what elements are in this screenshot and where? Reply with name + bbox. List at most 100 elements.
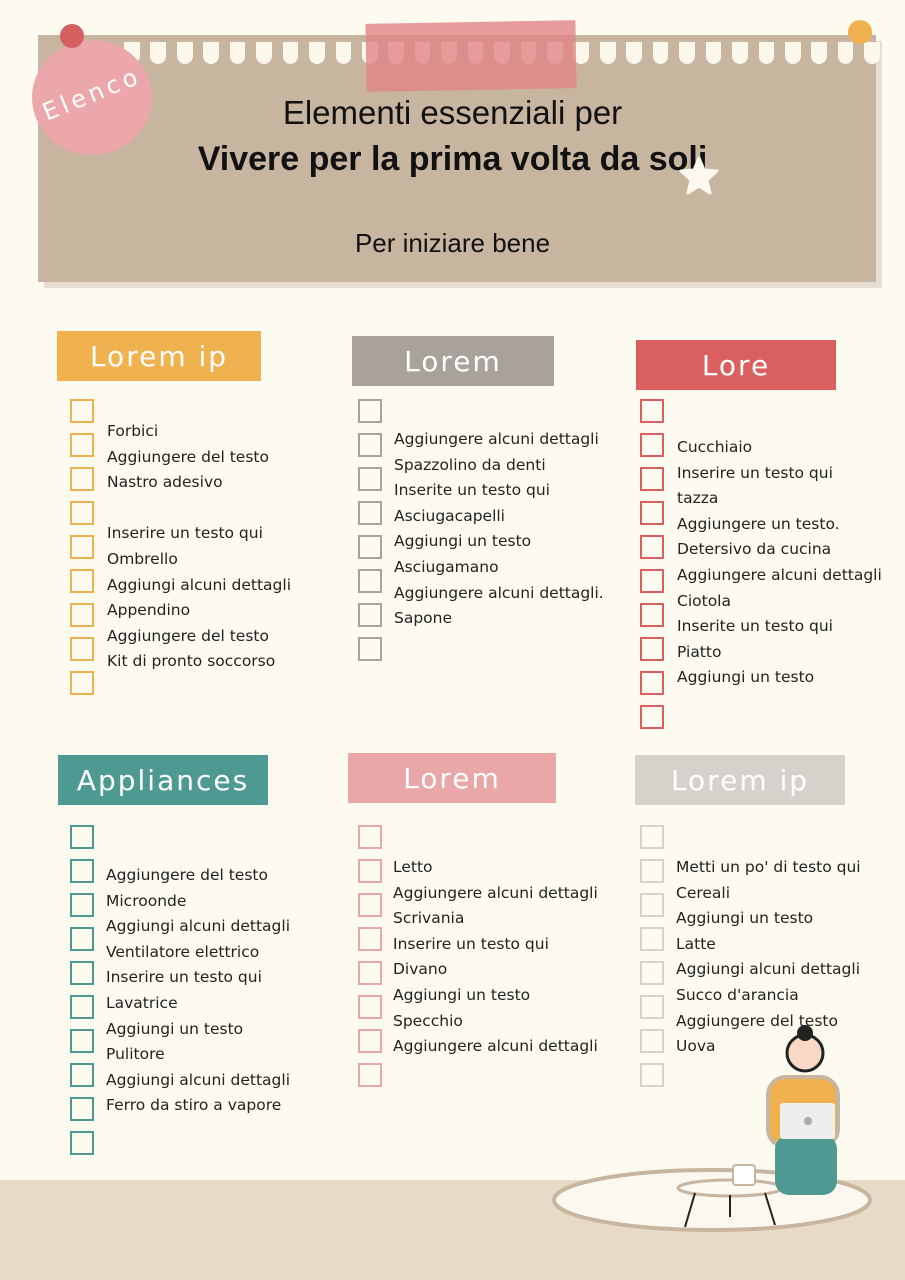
checkbox[interactable] xyxy=(640,1063,664,1087)
checkbox[interactable] xyxy=(640,569,664,593)
checkbox[interactable] xyxy=(358,399,382,423)
hole xyxy=(282,42,299,64)
checklist-item: Divano xyxy=(393,960,448,979)
hole xyxy=(150,42,167,64)
checkbox[interactable] xyxy=(358,995,382,1019)
checkbox[interactable] xyxy=(70,501,94,525)
checkbox[interactable] xyxy=(640,399,664,423)
checkbox[interactable] xyxy=(640,467,664,491)
pin-icon xyxy=(848,20,872,44)
checklist-item: Inserite un testo qui xyxy=(394,481,550,500)
checklist-item: Forbici xyxy=(107,422,159,440)
pin-icon xyxy=(60,24,84,48)
checklist-item: Aggiungi alcuni dettagli xyxy=(106,917,290,936)
hole xyxy=(256,42,272,64)
checkbox[interactable] xyxy=(70,859,94,883)
checklist-item: Inserire un testo qui xyxy=(106,968,262,987)
checkbox[interactable] xyxy=(640,995,664,1019)
person-with-laptop-illustration xyxy=(552,1025,872,1232)
checkbox[interactable] xyxy=(640,859,664,883)
checkbox[interactable] xyxy=(70,399,94,423)
hole xyxy=(784,42,801,64)
checkbox[interactable] xyxy=(358,433,382,457)
checkbox[interactable] xyxy=(640,705,664,729)
checklist-item: Cereali xyxy=(676,883,731,902)
checkbox[interactable] xyxy=(358,825,382,849)
checklist-item: Asciugamano xyxy=(394,558,499,576)
checklist-item: Asciugacapelli xyxy=(394,506,505,525)
checklist-item: Nastro adesivo xyxy=(107,473,223,492)
checkbox[interactable] xyxy=(70,995,94,1019)
checklist-item: Aggiungere alcuni dettagli xyxy=(677,566,882,584)
checkbox[interactable] xyxy=(70,671,94,695)
checkbox[interactable] xyxy=(70,433,94,457)
checkbox[interactable] xyxy=(70,927,94,951)
checkbox[interactable] xyxy=(640,961,664,985)
checkbox[interactable] xyxy=(640,893,664,917)
checkbox[interactable] xyxy=(70,1063,94,1087)
checklist-item: Inserite un testo qui xyxy=(677,617,833,636)
checkbox[interactable] xyxy=(70,961,94,985)
checkbox[interactable] xyxy=(358,1029,382,1053)
hole xyxy=(679,42,695,64)
checkbox[interactable] xyxy=(358,859,382,883)
checkbox[interactable] xyxy=(70,569,94,593)
checkbox[interactable] xyxy=(358,1063,382,1087)
checkbox[interactable] xyxy=(640,637,664,661)
checkbox[interactable] xyxy=(358,927,382,951)
hole xyxy=(837,42,854,64)
checklist-item: Aggiungi un testo xyxy=(393,986,531,1004)
checkbox[interactable] xyxy=(70,893,94,917)
checklist-item: Aggiungere del testo xyxy=(676,1011,838,1030)
checkbox[interactable] xyxy=(640,433,664,457)
checklist-item: Aggiungi un testo xyxy=(106,1019,244,1038)
section-label: Lorem xyxy=(348,753,556,803)
hole xyxy=(176,42,193,64)
section-label: Lorem ip xyxy=(635,755,845,805)
elenco-badge: Elenco xyxy=(32,40,152,155)
checklist-item: Aggiungere alcuni dettagli xyxy=(393,883,598,902)
checkbox[interactable] xyxy=(70,825,94,849)
title-line1: Elementi essenziali per xyxy=(282,94,623,131)
checkbox[interactable] xyxy=(70,467,94,491)
checkbox[interactable] xyxy=(358,637,382,661)
checklist-item: Pulitore xyxy=(106,1045,165,1064)
star-icon xyxy=(679,156,719,195)
checkbox[interactable] xyxy=(358,603,382,627)
checkbox[interactable] xyxy=(70,1029,94,1053)
title-main: Vivere per la prima volta da soli xyxy=(197,140,708,178)
checkbox[interactable] xyxy=(358,501,382,525)
checkbox[interactable] xyxy=(640,603,664,627)
checkbox[interactable] xyxy=(640,825,664,849)
checkbox[interactable] xyxy=(358,535,382,559)
checkbox[interactable] xyxy=(640,927,664,951)
checklist-item: Aggiungi alcuni dettagli xyxy=(106,1070,290,1089)
checkbox[interactable] xyxy=(358,467,382,491)
hole xyxy=(758,42,775,64)
hole xyxy=(573,42,590,64)
checklist-item: Uova xyxy=(676,1037,716,1056)
checkbox[interactable] xyxy=(70,535,94,559)
checkbox[interactable] xyxy=(70,1131,94,1155)
checkbox[interactable] xyxy=(640,1029,664,1053)
checklist-item: Kit di pronto soccorso xyxy=(107,652,276,671)
checkbox[interactable] xyxy=(358,569,382,593)
checkbox[interactable] xyxy=(358,961,382,985)
checkbox[interactable] xyxy=(640,501,664,525)
checklist-item: Inserire un testo qui xyxy=(677,463,833,482)
checklist-item: Inserire un testo qui xyxy=(393,934,549,953)
checklist-item: Ciotola xyxy=(677,591,731,610)
checkbox[interactable] xyxy=(70,603,94,627)
checkbox[interactable] xyxy=(358,893,382,917)
checklist-item: Detersivo da cucina xyxy=(677,540,832,559)
checkbox[interactable] xyxy=(70,1097,94,1121)
checklist-item: Aggiungere alcuni dettagli. xyxy=(394,583,604,602)
checkbox[interactable] xyxy=(70,637,94,661)
checkbox[interactable] xyxy=(640,671,664,695)
checklist-item: Aggiungere del testo xyxy=(107,447,269,466)
hole xyxy=(864,42,880,64)
checklist-item: Succo d'arancia xyxy=(676,986,799,1004)
hole xyxy=(626,42,642,64)
checkbox[interactable] xyxy=(640,535,664,559)
checklist-item: Aggiungi un testo xyxy=(394,532,532,551)
